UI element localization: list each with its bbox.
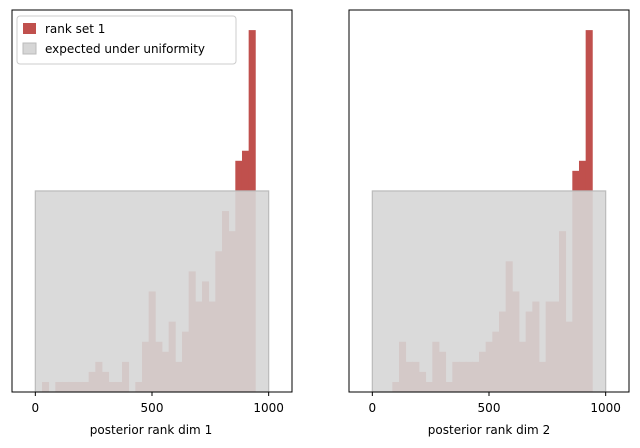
x-tick-label: 0 [369,401,377,415]
legend: rank set 1 expected under uniformity [16,15,237,65]
legend-label-uniformity: expected under uniformity [45,42,205,56]
legend-label-rank-set: rank set 1 [45,22,105,36]
uniformity-band [371,190,607,393]
legend-swatch-rank-set [23,23,36,34]
x-tick-label: 0 [32,401,40,415]
legend-swatch-uniformity [22,42,37,55]
uniformity-band [34,190,270,393]
panel-dim-2: posterior rank dim 2 0 500 1000 [348,9,630,437]
x-axis-label: posterior rank dim 1 [90,423,212,437]
x-tick-label: 1000 [253,401,284,415]
x-axis-label: posterior rank dim 2 [428,423,550,437]
legend-frame [16,15,237,65]
panel-dim-1: posterior rank dim 1 0 500 1000 [11,9,293,437]
x-tick-label: 1000 [590,401,621,415]
x-tick-label: 500 [141,401,164,415]
x-tick-label: 500 [478,401,501,415]
